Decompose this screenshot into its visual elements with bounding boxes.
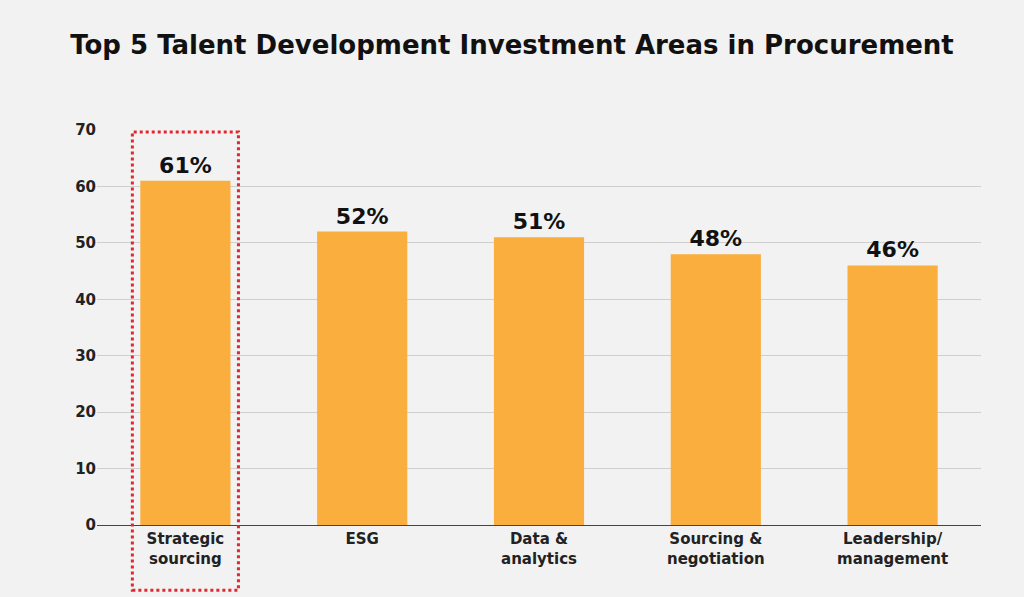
svg-text:Sourcing &negotiation: Sourcing &negotiation — [667, 530, 765, 568]
svg-text:51%: 51% — [513, 209, 566, 234]
svg-text:60: 60 — [75, 178, 96, 196]
svg-text:70: 70 — [75, 121, 96, 139]
svg-text:20: 20 — [75, 403, 96, 421]
svg-text:Strategicsourcing: Strategicsourcing — [147, 530, 225, 568]
svg-text:40: 40 — [75, 291, 96, 309]
svg-text:ESG: ESG — [346, 530, 379, 548]
svg-text:10: 10 — [75, 460, 96, 478]
svg-text:Top 5 Talent Development Inves: Top 5 Talent Development Investment Area… — [70, 30, 954, 60]
svg-text:52%: 52% — [336, 204, 389, 229]
svg-text:61%: 61% — [159, 153, 212, 178]
svg-text:0: 0 — [86, 516, 96, 534]
svg-text:Data &analytics: Data &analytics — [501, 530, 577, 568]
svg-text:50: 50 — [75, 234, 96, 252]
svg-text:Leadership/management: Leadership/management — [837, 530, 948, 568]
svg-text:46%: 46% — [866, 237, 919, 262]
svg-text:30: 30 — [75, 347, 96, 365]
svg-text:48%: 48% — [689, 226, 742, 251]
